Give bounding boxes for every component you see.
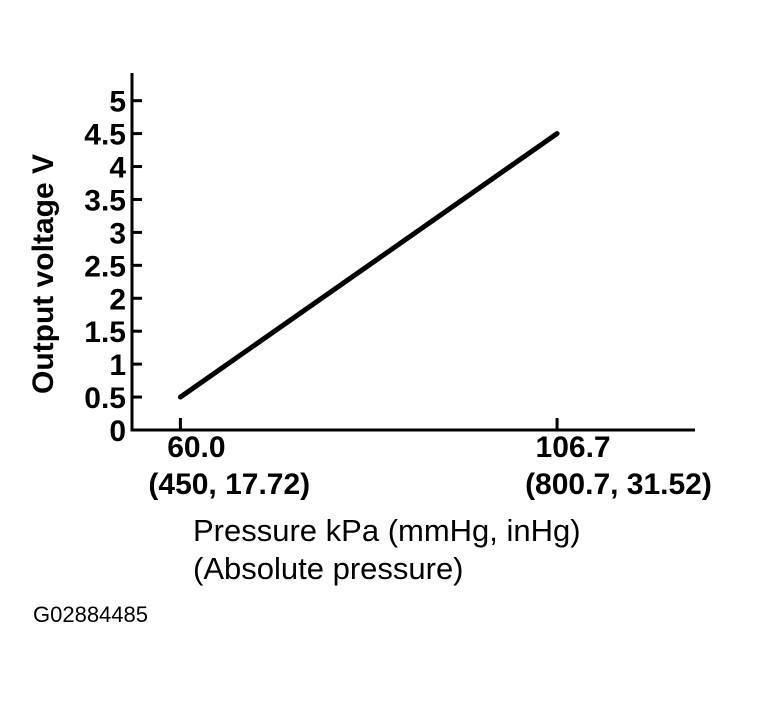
x-tick-label: 60.0 [167,431,225,464]
y-tick-label: 4.5 [84,119,126,152]
sensor-output-line [177,131,560,400]
y-tick-label: 1 [109,349,126,382]
y-tick-label: 5 [109,86,126,119]
x-tick-label: 106.7 [536,431,611,464]
figure-id-code: G02884485 [33,602,148,627]
x-axis-title: Pressure kPa (mmHg, inHg) (Absolute pres… [193,512,581,588]
x-tick-sublabel: (800.7, 31.52) [525,468,712,501]
y-tick-label: 0.5 [84,382,126,415]
y-tick-label: 0 [109,415,126,448]
x-tick-sublabel: (450, 17.72) [148,468,310,501]
x-axis-title-line1: Pressure kPa (mmHg, inHg) [193,513,581,548]
y-tick-label: 3.5 [84,184,126,217]
x-axis-title-line2: (Absolute pressure) [193,551,464,586]
y-tick-label: 2 [109,283,126,316]
y-tick-label: 2.5 [84,250,126,283]
y-axis-label: Output voltage V [27,154,60,394]
y-tick-label: 4 [109,152,126,185]
y-tick-label: 1.5 [84,316,126,349]
y-tick-label: 3 [109,217,126,250]
